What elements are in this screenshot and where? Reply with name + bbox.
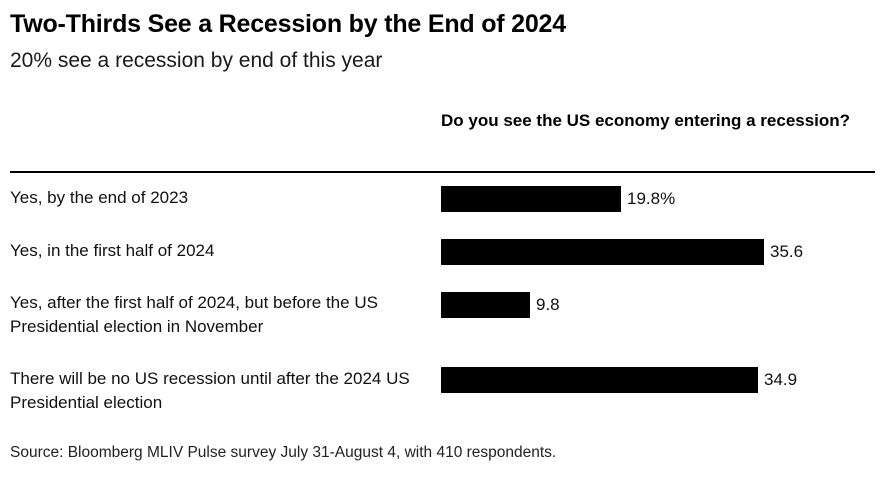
bar-value-label: 9.8: [536, 295, 560, 314]
bar-value-label: 35.6: [770, 242, 804, 261]
header-divider: [10, 171, 875, 173]
chart-title: Two-Thirds See a Recession by the End of…: [10, 10, 566, 38]
column-header: Do you see the US economy entering a rec…: [441, 111, 851, 130]
bar: [441, 239, 764, 265]
chart-subtitle: 20% see a recession by end of this year: [10, 49, 383, 72]
category-label: Yes, by the end of 2023: [10, 188, 189, 207]
bar: [441, 367, 758, 393]
bar-value-label: 34.9: [764, 370, 798, 389]
bar: [441, 292, 530, 318]
category-label: There will be no US recession until afte…: [10, 369, 410, 412]
bar-value-label: 19.8%: [627, 189, 676, 208]
category-label: Yes, after the first half of 2024, but b…: [10, 293, 378, 336]
bar: [441, 186, 621, 212]
category-label: Yes, in the first half of 2024: [10, 241, 215, 260]
source-note: Source: Bloomberg MLIV Pulse survey July…: [10, 444, 557, 461]
